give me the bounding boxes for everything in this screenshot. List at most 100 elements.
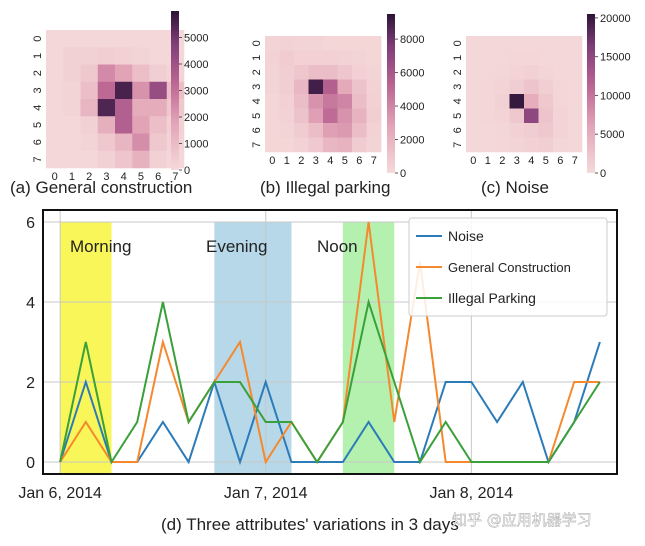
y-tick-label: 3 bbox=[251, 84, 263, 90]
y-tick-label: 3 bbox=[452, 84, 464, 90]
x-tick-label: 7 bbox=[572, 155, 578, 167]
heatmap-cell bbox=[115, 81, 133, 100]
heatmap-cell bbox=[80, 150, 99, 169]
heatmap-cell bbox=[63, 150, 81, 169]
heatmap-cell bbox=[97, 47, 116, 65]
heatmap-cell bbox=[480, 50, 496, 66]
x-tick-label: 0 bbox=[470, 155, 476, 167]
heatmap-cell bbox=[366, 137, 382, 153]
heatmap-cell bbox=[149, 47, 168, 65]
heatmap-cell bbox=[132, 150, 150, 169]
colorbar-tick-label: 2000 bbox=[184, 112, 208, 124]
x-tick-label: 0 bbox=[269, 155, 275, 167]
heatmap-cell bbox=[509, 50, 525, 66]
heatmap-cell bbox=[115, 47, 133, 65]
colorbar-tick-label: 4000 bbox=[184, 59, 208, 71]
heatmap-cell bbox=[97, 99, 116, 117]
heatmap-cell bbox=[265, 137, 280, 153]
heatmap-cell bbox=[524, 137, 539, 153]
heatmap-cell bbox=[279, 94, 295, 109]
heatmap-cell bbox=[466, 108, 481, 124]
heatmap-cell bbox=[466, 65, 481, 80]
heatmap-cell bbox=[323, 50, 338, 66]
heatmap-cell bbox=[509, 108, 525, 124]
heatmap-cell bbox=[337, 123, 353, 138]
heatmap-cell bbox=[80, 47, 99, 65]
heatmap-cell bbox=[308, 36, 324, 51]
heatmap-cell bbox=[294, 79, 309, 95]
heatmap-cell bbox=[97, 150, 116, 169]
y-tick-label: 2 bbox=[26, 375, 35, 392]
heatmap-cell bbox=[115, 116, 133, 134]
heatmap-cell bbox=[466, 36, 481, 51]
legend: Noise General Construction Illegal Parking bbox=[408, 217, 608, 317]
heatmap-cell bbox=[524, 36, 539, 51]
y-tick-label: 4 bbox=[26, 295, 35, 312]
heatmap-cell bbox=[366, 79, 382, 95]
heatmap-cell bbox=[509, 36, 525, 51]
colorbar-tick-label: 20000 bbox=[600, 13, 631, 25]
heatmap-cell bbox=[294, 36, 309, 51]
x-tick-label: 2 bbox=[499, 155, 505, 167]
y-tick-label: 6 bbox=[32, 139, 44, 145]
heatmap-cell bbox=[294, 94, 309, 109]
heatmap-cell bbox=[265, 123, 280, 138]
heatmap-cell bbox=[366, 36, 382, 51]
y-tick-label: 3 bbox=[32, 87, 44, 93]
heatmap-cell bbox=[337, 137, 353, 153]
heatmap-cell bbox=[308, 123, 324, 138]
heatmap-cell bbox=[538, 65, 554, 80]
line-chart-caption: (d) Three attributes' variations in 3 da… bbox=[161, 515, 459, 534]
heatmap-cell bbox=[46, 116, 64, 134]
heatmap-cell bbox=[80, 133, 99, 152]
band-label: Morning bbox=[70, 237, 131, 256]
caption-general: (a) General construction bbox=[10, 178, 192, 197]
x-tick-label: 5 bbox=[342, 155, 348, 167]
heatmap-cell bbox=[480, 79, 496, 95]
heatmap-cell bbox=[97, 116, 116, 134]
y-tick-label: 4 bbox=[251, 98, 263, 104]
heatmap-cell bbox=[323, 65, 338, 80]
heatmap-cell bbox=[509, 79, 525, 95]
line-chart: Morning Evening Noon 0 2 4 6 Jan 6, 2014 Jan 7, … bbox=[18, 209, 618, 502]
heatmap-cell bbox=[553, 94, 568, 109]
heatmap-cell bbox=[352, 123, 367, 138]
colorbar-tick-label: 1000 bbox=[184, 139, 208, 151]
colorbar-tick-label: 0 bbox=[184, 165, 190, 177]
x-tick-label: 4 bbox=[121, 171, 127, 183]
x-tick-label: 1 bbox=[284, 155, 290, 167]
heatmap-cell bbox=[279, 65, 295, 80]
heatmap-cell bbox=[352, 50, 367, 66]
heatmap-cell bbox=[495, 108, 510, 124]
heatmap-cell bbox=[149, 30, 168, 48]
heatmap-cell bbox=[495, 36, 510, 51]
heatmap-cell bbox=[524, 65, 539, 80]
y-tick-label: 4 bbox=[32, 105, 44, 111]
heatmap-cell bbox=[279, 79, 295, 95]
heatmap-cell bbox=[80, 116, 99, 134]
heatmap-cell bbox=[567, 50, 583, 66]
y-tick-label: 4 bbox=[452, 98, 464, 104]
heatmap-cell bbox=[509, 94, 525, 109]
colorbar-tick-label: 2000 bbox=[400, 135, 424, 147]
heatmap-cell bbox=[337, 65, 353, 80]
watermark: 知乎 @应用机器学习 bbox=[452, 511, 592, 529]
heatmap-cell bbox=[553, 123, 568, 138]
heatmap-cell bbox=[46, 81, 64, 100]
y-tick-label: 1 bbox=[452, 55, 464, 61]
heatmap-cell bbox=[352, 65, 367, 80]
heatmap-cell bbox=[366, 65, 382, 80]
heatmap-cell bbox=[553, 108, 568, 124]
heatmap-cell bbox=[480, 94, 496, 109]
colorbar-tick-label: 10000 bbox=[600, 90, 631, 102]
y-tick-label: 0 bbox=[452, 40, 464, 46]
heatmap-cell bbox=[352, 137, 367, 153]
legend-label: Noise bbox=[448, 228, 484, 244]
heatmap-cell bbox=[132, 133, 150, 152]
heatmap-cell bbox=[279, 137, 295, 153]
heatmap-cell bbox=[366, 108, 382, 124]
x-tick-label: 0 bbox=[52, 171, 58, 183]
legend-box bbox=[408, 217, 608, 317]
